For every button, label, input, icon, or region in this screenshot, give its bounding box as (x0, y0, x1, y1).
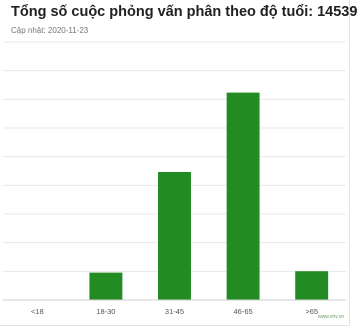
bar-1 (89, 272, 123, 300)
updated-date: Cập nhật: 2020-11-23 (11, 26, 89, 35)
chart-title: Tổng số cuộc phỏng vấn phân theo độ tuổi… (11, 4, 357, 20)
x-tick-label: 31-45 (165, 307, 184, 316)
x-tick-label: >65 (305, 307, 318, 316)
bar-2 (158, 171, 191, 300)
x-tick-label: 18-30 (96, 307, 115, 316)
watermark: www.vhv.vn (318, 314, 344, 320)
bar-3 (226, 92, 260, 300)
x-tick-label: 46-65 (234, 307, 253, 316)
x-tick-label: <18 (31, 307, 44, 316)
bar-4 (295, 271, 329, 300)
